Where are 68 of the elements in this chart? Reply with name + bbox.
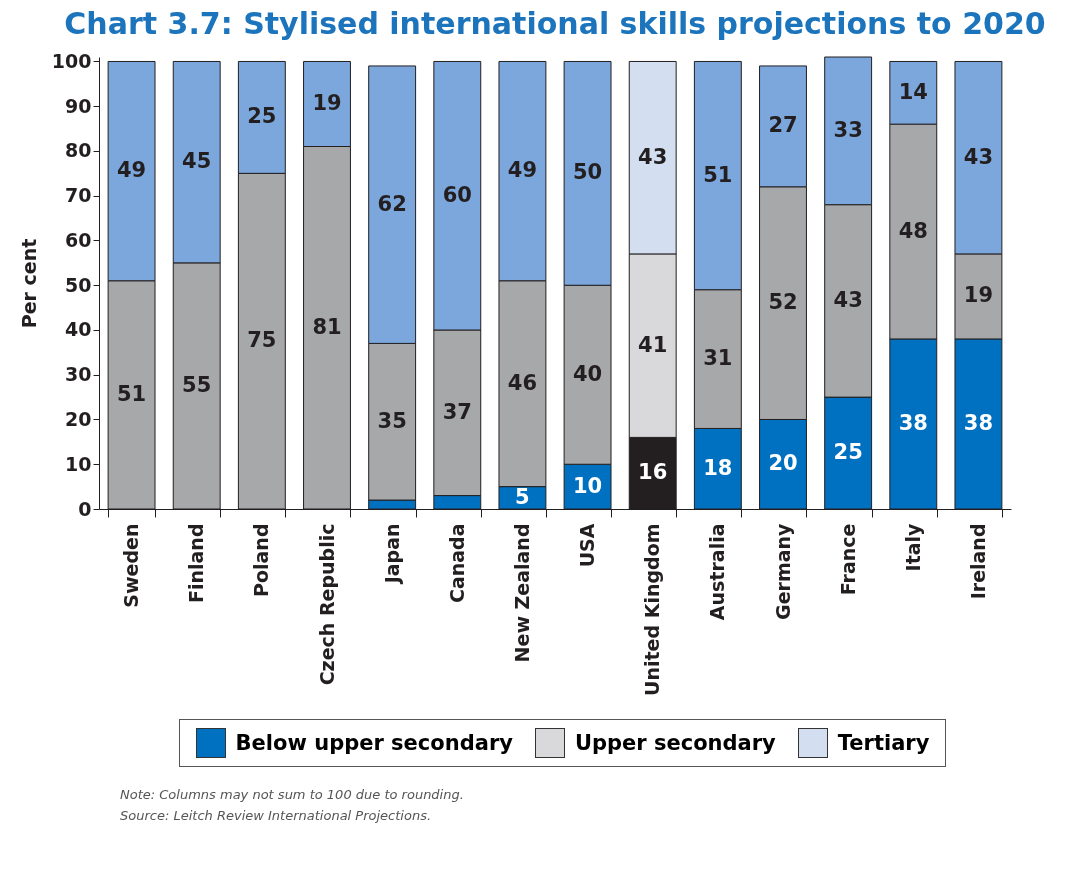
text: Note: Columns may not sum to 100 due to rounding. — [120, 786, 465, 804]
data-label: 27 — [768, 113, 798, 138]
x-tick-label: Czech Republic — [315, 523, 338, 686]
data-label: 18 — [703, 455, 733, 480]
y-tick-label: 30 — [65, 363, 92, 386]
y-tick-label: 100 — [51, 49, 92, 72]
x-tick-label: Poland — [250, 523, 273, 597]
data-label: 31 — [703, 346, 733, 371]
data-label: 37 — [442, 399, 472, 424]
data-label: 33 — [833, 117, 863, 142]
data-label: 49 — [116, 158, 147, 183]
x-tick-label: USA — [576, 523, 599, 568]
y-axis-title: Per cent — [17, 238, 40, 329]
y-tick-label: 50 — [65, 273, 92, 296]
x-tick-label: Finland — [185, 523, 208, 603]
data-label: 51 — [116, 381, 147, 406]
y-tick-label: 40 — [65, 318, 92, 341]
data-label: 14 — [898, 79, 928, 104]
legend-label: Tertiary — [837, 731, 930, 755]
y-tick-label: 60 — [65, 228, 92, 251]
legend-label: Upper secondary — [574, 731, 776, 755]
data-label: 46 — [507, 370, 538, 395]
data-label: 51 — [703, 162, 733, 187]
data-label: 19 — [963, 283, 994, 308]
data-label: 40 — [572, 361, 603, 386]
x-tick-label: Italy — [901, 522, 924, 572]
x-tick-label: Canada — [445, 523, 468, 604]
chart-title: Chart 3.7: Stylised international skills projections to 2020 — [64, 6, 1046, 42]
data-label: 43 — [833, 287, 863, 312]
data-label: 5 — [515, 484, 530, 509]
x-tick-label: Ireland — [966, 523, 989, 600]
x-tick-label: Germany — [771, 522, 794, 620]
data-label: 81 — [312, 314, 342, 339]
x-tick-label: United Kingdom — [641, 523, 664, 696]
x-tick-label: New Zealand — [510, 523, 533, 663]
data-label: 41 — [638, 332, 668, 357]
data-label: 35 — [377, 408, 407, 433]
x-tick-label: Australia — [706, 523, 729, 621]
data-label: 49 — [507, 158, 538, 183]
data-label: 20 — [768, 451, 798, 476]
data-label: 48 — [898, 218, 928, 243]
data-label: 45 — [182, 149, 212, 174]
x-tick-label: Sweden — [120, 523, 143, 608]
data-label: 43 — [963, 144, 994, 169]
y-tick-label: 0 — [78, 497, 92, 520]
source-note: Source: Leitch Review International Projections. — [120, 806, 433, 825]
data-label: 38 — [963, 410, 994, 435]
y-tick-label: 80 — [65, 139, 92, 162]
x-tick-label: France — [836, 523, 859, 596]
y-tick-label: 70 — [65, 184, 92, 207]
data-label: 25 — [247, 104, 277, 129]
legend-label: Below upper secondary — [235, 731, 513, 755]
data-label: 16 — [638, 460, 668, 485]
data-label: 62 — [377, 191, 407, 216]
y-tick-label: 90 — [65, 94, 92, 117]
data-label: 55 — [182, 372, 212, 397]
data-label: 25 — [833, 440, 863, 465]
data-label: 43 — [638, 144, 668, 169]
data-label: 75 — [247, 328, 277, 353]
y-tick-label: 20 — [65, 408, 92, 430]
data-label: 60 — [442, 182, 472, 207]
y-tick-label: 10 — [65, 452, 92, 475]
data-label: 52 — [768, 290, 798, 315]
data-label: 10 — [572, 473, 603, 498]
x-tick-label: Japan — [380, 523, 403, 586]
data-label: 38 — [898, 410, 928, 435]
data-label: 50 — [572, 160, 603, 185]
data-label: 19 — [312, 90, 342, 115]
